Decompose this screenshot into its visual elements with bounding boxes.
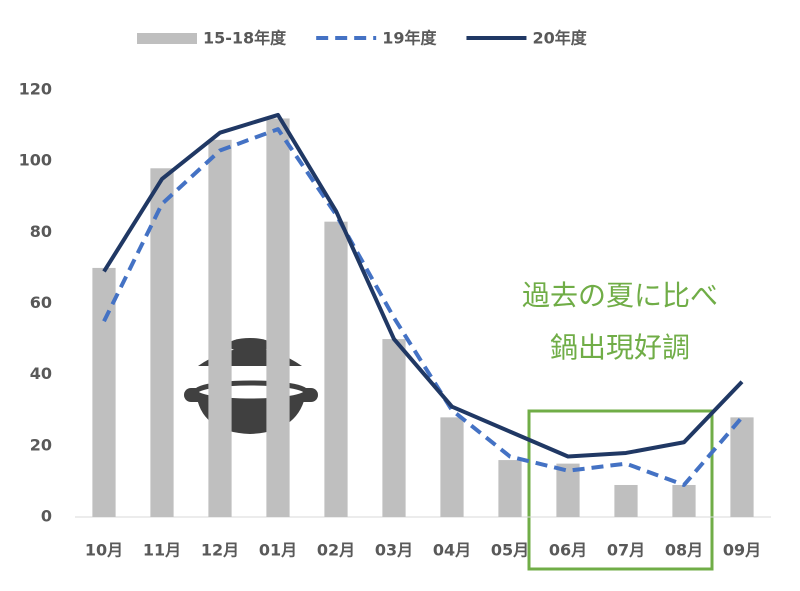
bar bbox=[498, 460, 522, 517]
annotation: 鍋出現好調 bbox=[550, 331, 690, 364]
bar bbox=[150, 168, 174, 518]
x-tick-label: 09月 bbox=[723, 541, 761, 560]
y-tick-label: 20 bbox=[30, 435, 52, 454]
pot-icon bbox=[184, 338, 318, 434]
x-tick-label: 02月 bbox=[317, 541, 355, 560]
y-tick-label: 80 bbox=[30, 222, 52, 241]
y-tick-label: 60 bbox=[30, 293, 52, 312]
x-tick-label: 12月 bbox=[201, 541, 239, 560]
legend-label: 19年度 bbox=[382, 29, 437, 48]
x-tick-label: 06月 bbox=[549, 541, 587, 560]
y-tick-label: 40 bbox=[30, 364, 52, 383]
bar bbox=[266, 118, 290, 517]
legend-swatch bbox=[137, 33, 197, 44]
x-tick-label: 11月 bbox=[143, 541, 181, 560]
bar bbox=[92, 267, 116, 517]
bar bbox=[324, 221, 348, 518]
line bbox=[102, 127, 744, 487]
bar bbox=[208, 139, 232, 518]
x-tick-label: 04月 bbox=[433, 541, 471, 560]
y-tick-label: 0 bbox=[41, 507, 52, 526]
x-tick-label: 07月 bbox=[607, 541, 645, 560]
x-tick-label: 08月 bbox=[665, 541, 703, 560]
bar bbox=[382, 339, 406, 517]
bar bbox=[440, 417, 464, 517]
x-tick-label: 10月 bbox=[85, 541, 123, 560]
y-tick-label: 100 bbox=[19, 151, 52, 170]
legend-label: 15-18年度 bbox=[203, 29, 287, 48]
y-tick-label: 120 bbox=[19, 80, 52, 99]
line bbox=[102, 112, 744, 459]
bar bbox=[730, 417, 754, 517]
bar bbox=[614, 484, 638, 517]
highlight-box bbox=[527, 409, 714, 571]
bar bbox=[672, 484, 696, 517]
x-tick-label: 03月 bbox=[375, 541, 413, 560]
x-tick-label: 05月 bbox=[491, 541, 529, 560]
bar bbox=[556, 463, 580, 517]
legend-label: 20年度 bbox=[532, 29, 587, 48]
annotation: 過去の夏に比べ bbox=[522, 279, 718, 312]
x-tick-label: 01月 bbox=[259, 541, 297, 560]
